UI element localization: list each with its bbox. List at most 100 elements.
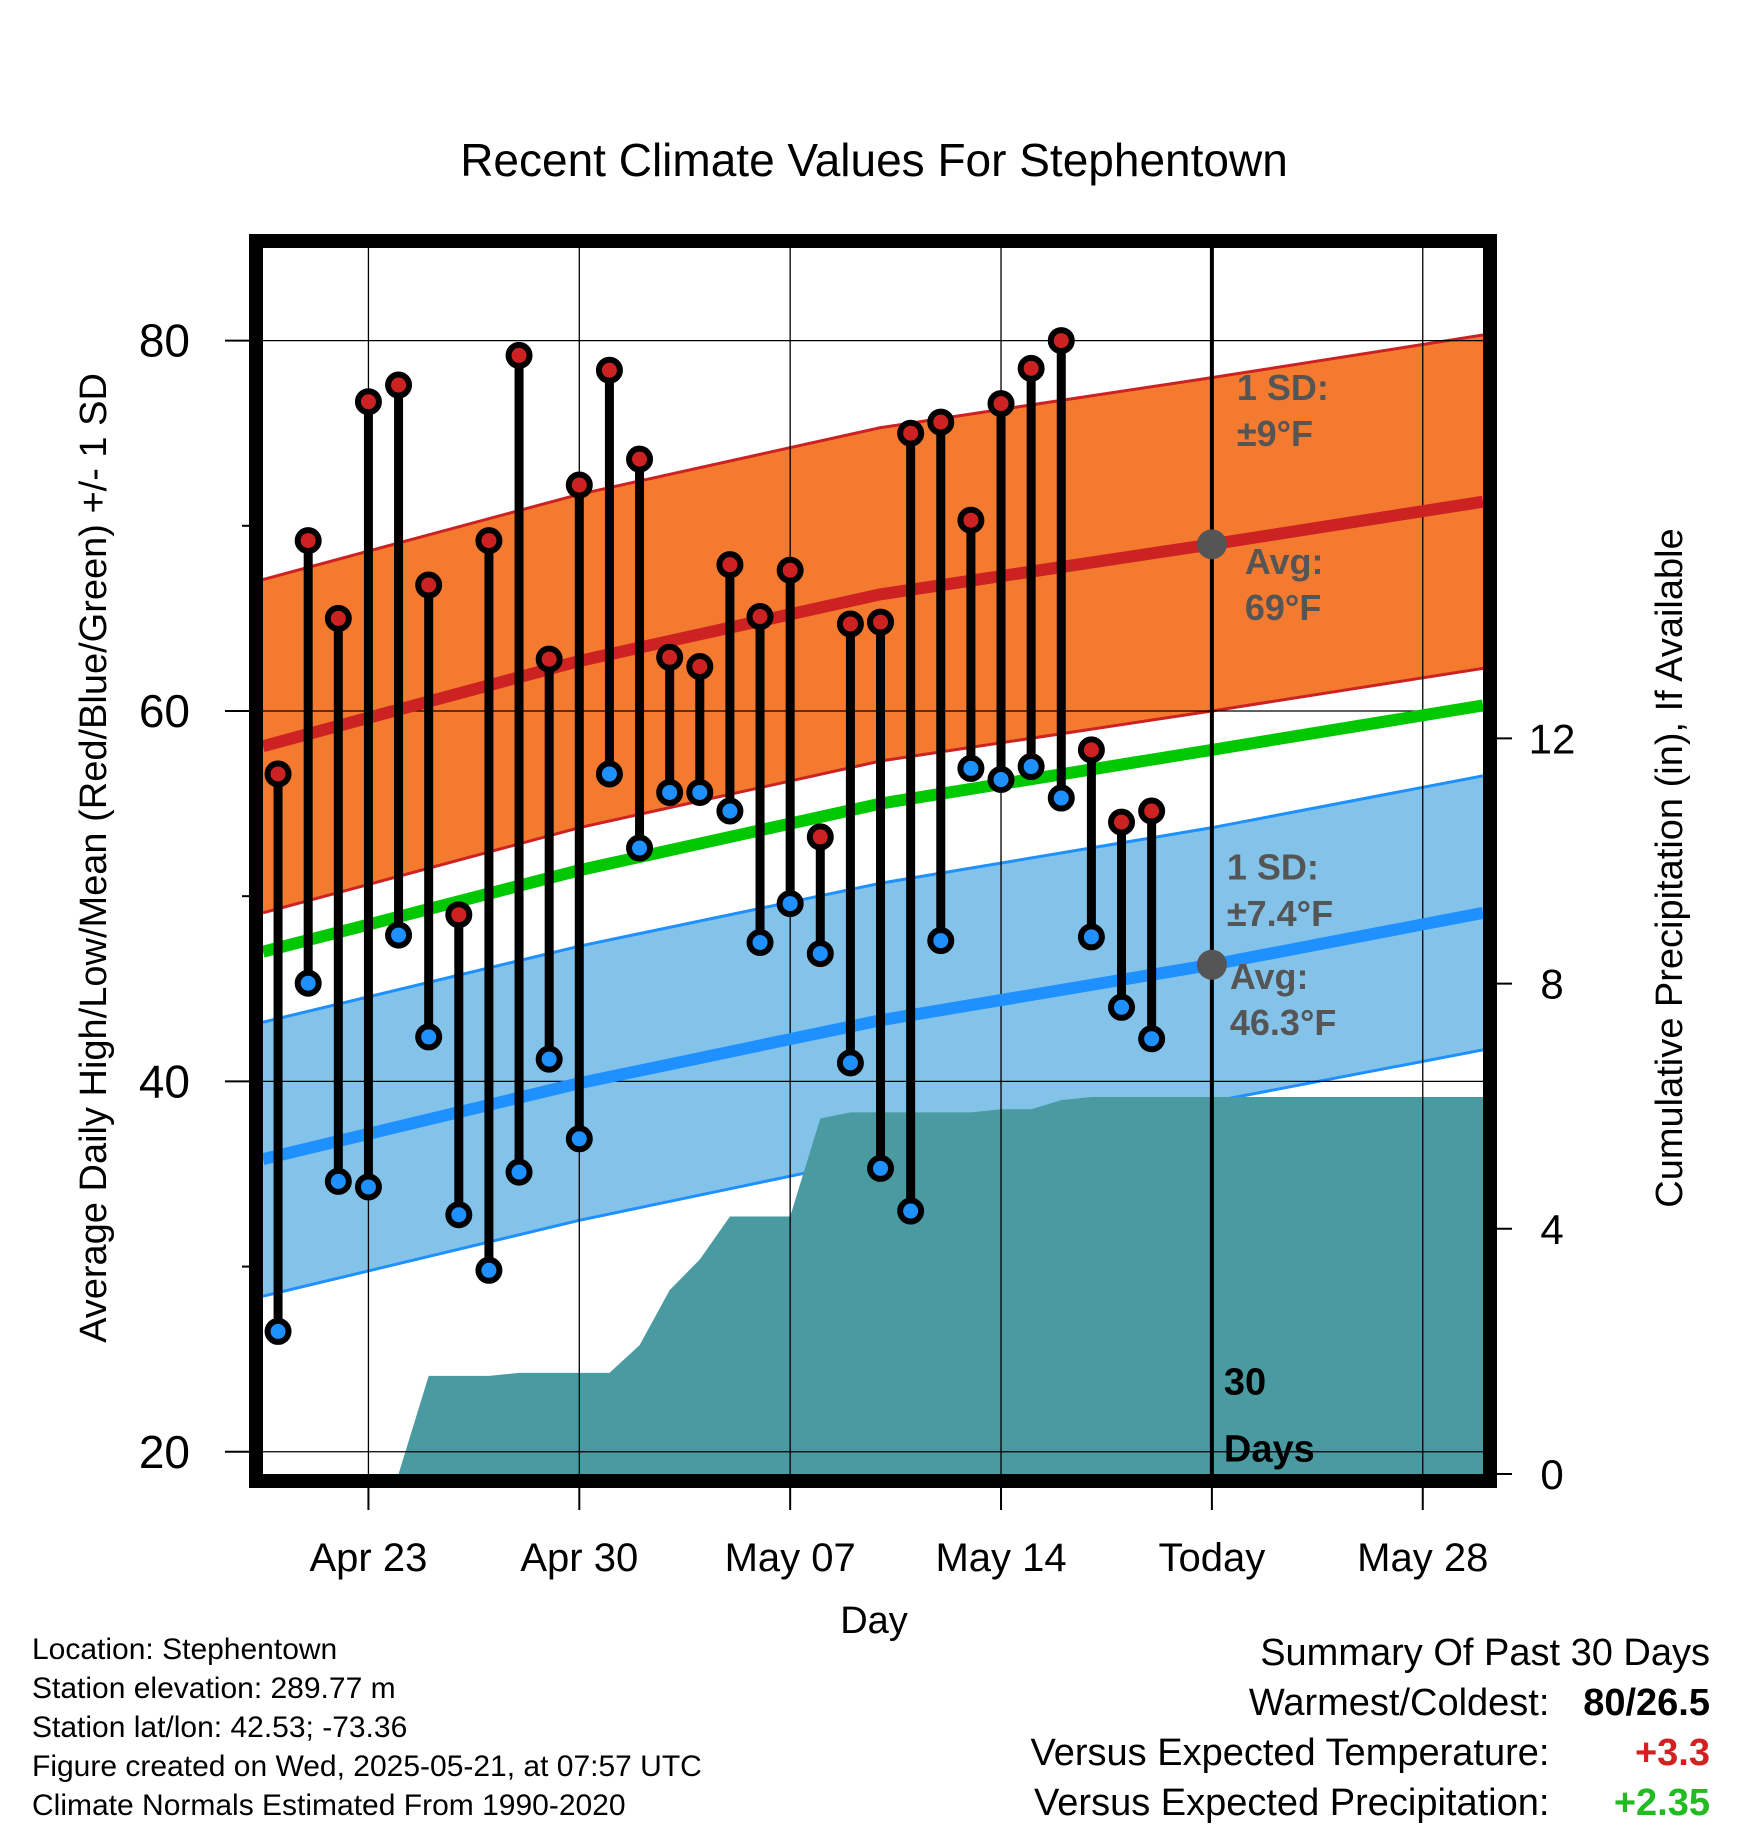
- x-tick-label: May 28: [1357, 1536, 1488, 1580]
- high-point: [535, 645, 563, 673]
- low-annotation: 1 SD: ±7.4°F Avg: 46.3°F: [1196, 847, 1336, 1043]
- low-point: [595, 760, 623, 788]
- y-left-tick-label: 40: [139, 1055, 190, 1107]
- precip-value: +2.35: [1613, 1782, 1710, 1824]
- low-point: [415, 1023, 443, 1051]
- low-sd-value: ±7.4°F: [1227, 893, 1333, 934]
- high-point: [1047, 327, 1075, 355]
- high-point: [415, 571, 443, 599]
- high-point: [1017, 354, 1045, 382]
- low-point: [987, 766, 1015, 794]
- summary-precip: Versus Expected Precipitation: +2.35: [1031, 1778, 1710, 1828]
- x-tick-label: Today: [1159, 1536, 1266, 1580]
- y-left-tick-label: 60: [139, 685, 190, 737]
- high-point: [445, 901, 473, 929]
- low-point: [1138, 1025, 1166, 1053]
- high-point: [385, 371, 413, 399]
- y-right-tick-label: 4: [1540, 1206, 1563, 1253]
- low-point: [746, 928, 774, 956]
- plot-frame: [249, 234, 1497, 1488]
- elevation-text: Station elevation: 289.77 m: [32, 1672, 396, 1705]
- low-avg-value: 46.3°F: [1230, 1002, 1336, 1043]
- high-point: [565, 471, 593, 499]
- high-point: [1108, 808, 1136, 836]
- observations: [264, 327, 1166, 1345]
- high-point: [897, 419, 925, 447]
- low-point: [806, 940, 834, 968]
- station-info: Location: Stephentown Station elevation:…: [32, 1630, 702, 1825]
- high-point: [746, 603, 774, 631]
- high-avg-value: 69°F: [1245, 587, 1321, 628]
- axes: 20 40 60 80 0 4 8 12 Apr 23 Apr 30 May 07 May 14 Tod…: [139, 315, 1576, 1580]
- low-point: [354, 1173, 382, 1201]
- x-axis-label: Day: [840, 1600, 908, 1642]
- normal-high-line: [263, 495, 1483, 752]
- chart-title: Recent Climate Values For Stephentown: [460, 134, 1288, 186]
- high-point: [716, 551, 744, 579]
- high-sd-value: ±9°F: [1237, 413, 1313, 454]
- temp-label: Versus Expected Temperature:: [1030, 1732, 1550, 1774]
- high-point: [475, 527, 503, 555]
- y-right-tick-label: 0: [1540, 1451, 1563, 1498]
- today-days-word: Days: [1224, 1429, 1315, 1471]
- low-point: [565, 1125, 593, 1153]
- high-point: [656, 643, 684, 671]
- high-point: [776, 556, 804, 584]
- high-point: [806, 823, 834, 851]
- latlon-text: Station lat/lon: 42.53; -73.36: [32, 1711, 408, 1744]
- plot-area: 1 SD: ±9°F Avg: 69°F 1 SD: ±7.4°F Avg: 4…: [263, 248, 1483, 1474]
- high-point: [927, 408, 955, 436]
- y-axis-label-right: Cumulative Precipitation (in), If Availa…: [1649, 528, 1691, 1207]
- low-point: [626, 834, 654, 862]
- normals-text: Climate Normals Estimated From 1990-2020: [32, 1789, 626, 1822]
- temp-value: +3.3: [1634, 1732, 1710, 1774]
- y-left-tick-label: 80: [139, 315, 190, 367]
- low-point: [836, 1049, 864, 1077]
- today-days-number: 30: [1224, 1361, 1266, 1403]
- high-sd-label: 1 SD:: [1237, 367, 1329, 408]
- high-point: [836, 610, 864, 638]
- warm-cold-label: Warmest/Coldest:: [1248, 1682, 1550, 1724]
- high-point: [957, 506, 985, 534]
- high-sd-upper-edge: [263, 333, 1483, 581]
- low-point: [324, 1167, 352, 1195]
- low-avg-label: Avg:: [1230, 956, 1309, 997]
- low-point: [776, 890, 804, 918]
- summary-panel: Summary Of Past 30 Days Warmest/Coldest:…: [1031, 1628, 1710, 1828]
- precip-label: Versus Expected Precipitation:: [1034, 1782, 1550, 1824]
- low-point: [716, 797, 744, 825]
- low-point: [897, 1197, 925, 1225]
- high-point: [987, 390, 1015, 418]
- low-point: [505, 1158, 533, 1186]
- low-point: [1077, 923, 1105, 951]
- low-point: [385, 921, 413, 949]
- y-right-tick-label: 8: [1540, 961, 1563, 1008]
- low-avg-marker: [1196, 949, 1227, 980]
- high-avg-marker: [1196, 529, 1227, 560]
- low-point: [656, 778, 684, 806]
- low-point: [957, 754, 985, 782]
- x-tick-label: May 07: [725, 1536, 856, 1580]
- summary-title: Summary Of Past 30 Days: [1260, 1632, 1710, 1674]
- x-tick-label: Apr 30: [520, 1536, 638, 1580]
- created-text: Figure created on Wed, 2025-05-21, at 07…: [32, 1750, 702, 1783]
- low-point: [475, 1256, 503, 1284]
- x-tick-label: May 14: [935, 1536, 1066, 1580]
- low-point: [927, 927, 955, 955]
- high-point: [354, 388, 382, 416]
- low-point: [867, 1154, 895, 1182]
- high-point: [505, 341, 533, 369]
- low-point: [1108, 993, 1136, 1021]
- high-point: [867, 608, 895, 636]
- low-point: [686, 778, 714, 806]
- high-avg-label: Avg:: [1245, 541, 1324, 582]
- high-point: [264, 760, 292, 788]
- high-point: [686, 653, 714, 681]
- high-point: [1077, 736, 1105, 764]
- low-point: [1047, 784, 1075, 812]
- high-annotation: 1 SD: ±9°F Avg: 69°F: [1196, 367, 1329, 628]
- low-point: [294, 969, 322, 997]
- low-point: [1017, 753, 1045, 781]
- y-left-tick-label: 20: [139, 1426, 190, 1478]
